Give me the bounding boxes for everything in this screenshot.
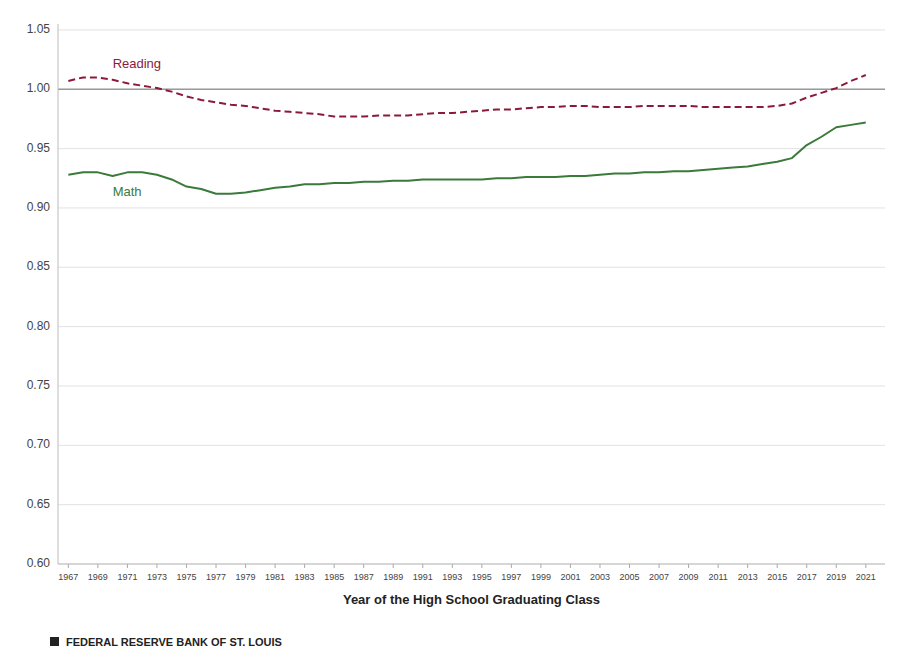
- x-tick-label: 1993: [442, 572, 462, 582]
- x-tick: [599, 564, 600, 568]
- x-tick-label: 2019: [826, 572, 846, 582]
- grid-line: [58, 385, 885, 386]
- x-tick: [245, 564, 246, 568]
- grid-line: [58, 89, 885, 90]
- y-tick-label: 1.00: [27, 81, 51, 95]
- x-tick-label: 1999: [531, 572, 551, 582]
- x-tick: [393, 564, 394, 568]
- x-tick: [216, 564, 217, 568]
- y-tick-label: 0.60: [27, 556, 51, 570]
- x-tick: [718, 564, 719, 568]
- x-tick: [452, 564, 453, 568]
- x-tick: [688, 564, 689, 568]
- x-tick-label: 2001: [560, 572, 580, 582]
- x-tick: [156, 564, 157, 568]
- x-tick: [334, 564, 335, 568]
- grid-line: [58, 148, 885, 149]
- x-tick-label: 1985: [324, 572, 344, 582]
- y-axis-line: [58, 24, 59, 564]
- x-tick: [275, 564, 276, 568]
- x-tick: [68, 564, 69, 568]
- series-labels: Reading Math: [113, 56, 161, 199]
- x-tick: [304, 564, 305, 568]
- x-tick: [540, 564, 541, 568]
- y-tick-label: 0.85: [27, 259, 51, 273]
- x-axis-label: Year of the High School Graduating Class: [343, 592, 600, 607]
- x-tick: [422, 564, 423, 568]
- series-line: [68, 75, 865, 117]
- y-tick-label: 1.05: [27, 22, 51, 36]
- series-line: [68, 123, 865, 194]
- footer-text: FEDERAL RESERVE BANK OF ST. LOUIS: [66, 636, 282, 648]
- x-tick-label: 1987: [354, 572, 374, 582]
- grid-line: [58, 267, 885, 268]
- x-tick-label: 2021: [856, 572, 876, 582]
- y-tick-label: 0.90: [27, 200, 51, 214]
- x-tick-label: 2005: [620, 572, 640, 582]
- x-tick-label: 2013: [738, 572, 758, 582]
- x-tick: [659, 564, 660, 568]
- x-tick-label: 1983: [295, 572, 315, 582]
- x-tick-label: 2009: [679, 572, 699, 582]
- grid-line: [58, 29, 885, 30]
- x-tick: [629, 564, 630, 568]
- x-tick: [777, 564, 778, 568]
- lines: [68, 75, 865, 194]
- y-tick-label: 0.95: [27, 141, 51, 155]
- x-tick-label: 1969: [88, 572, 108, 582]
- x-tick: [570, 564, 571, 568]
- x-tick-label: 2015: [767, 572, 787, 582]
- x-tick: [806, 564, 807, 568]
- x-tick: [511, 564, 512, 568]
- y-tick-label: 0.70: [27, 437, 51, 451]
- series-label: Reading: [113, 56, 161, 71]
- grid-line: [58, 445, 885, 446]
- x-tick-label: 1997: [501, 572, 521, 582]
- grid-line: [58, 326, 885, 327]
- reference-line: [58, 89, 885, 91]
- x-tick-label: 1975: [176, 572, 196, 582]
- x-tick: [747, 564, 748, 568]
- x-tick: [363, 564, 364, 568]
- x-tick-label: 1981: [265, 572, 285, 582]
- x-tick: [186, 564, 187, 568]
- grid-line: [58, 504, 885, 505]
- x-tick-label: 1977: [206, 572, 226, 582]
- x-tick: [865, 564, 866, 568]
- x-tick-label: 2003: [590, 572, 610, 582]
- x-tick: [481, 564, 482, 568]
- x-tick-label: 1971: [117, 572, 137, 582]
- x-tick-label: 1995: [472, 572, 492, 582]
- y-tick-label: 0.75: [27, 378, 51, 392]
- x-tick-label: 2011: [708, 572, 727, 582]
- x-tick-label: 2007: [649, 572, 669, 582]
- footer-square: [50, 637, 59, 646]
- chart: 0.60 0.65 0.70 0.75 0.80 0.85 0.90 0.95 1.00 1.05…: [0, 0, 909, 660]
- x-tick-label: 2017: [797, 572, 817, 582]
- x-tick-label: 1991: [413, 572, 433, 582]
- axes: 0.60 0.65 0.70 0.75 0.80 0.85 0.90 0.95 1.00 1.05…: [27, 22, 885, 582]
- x-tick-label: 1973: [147, 572, 167, 582]
- x-tick-label: 1989: [383, 572, 403, 582]
- y-tick-label: 0.80: [27, 319, 51, 333]
- x-tick: [127, 564, 128, 568]
- y-tick-label: 0.65: [27, 497, 51, 511]
- series-label: Math: [113, 184, 142, 199]
- x-tick-label: 1967: [58, 572, 78, 582]
- x-tick: [97, 564, 98, 568]
- grid-line: [58, 564, 885, 565]
- x-axis-line: [58, 564, 885, 565]
- grid-line: [58, 207, 885, 208]
- grid: [58, 30, 885, 564]
- x-tick-label: 1979: [236, 572, 256, 582]
- x-tick: [836, 564, 837, 568]
